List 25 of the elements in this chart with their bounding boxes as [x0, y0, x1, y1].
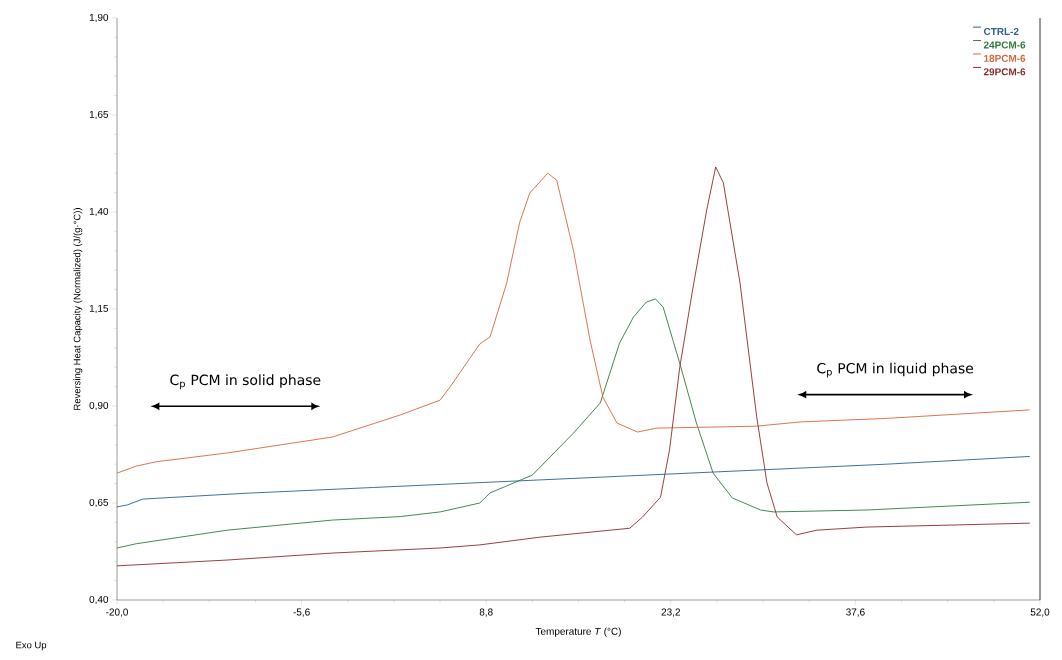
- annotation: C$_{p}$ PCM in liquid phase: [817, 362, 974, 378]
- x-tick-label: 52,0: [1030, 608, 1050, 617]
- legend-label: 18PCM-6: [984, 54, 1026, 62]
- text: Exo Up: [16, 641, 47, 651]
- x-tick-label: -5,6: [293, 608, 310, 617]
- line-series: [117, 172, 1031, 474]
- y-tick-label: 0,90: [89, 401, 109, 411]
- y-tick-label: 0,65: [89, 498, 109, 508]
- y-tick-label: 1,40: [89, 207, 109, 217]
- y-tick-label: 0,40: [89, 595, 109, 605]
- x-tick-label: 37,6: [846, 608, 865, 617]
- line-series: [117, 166, 1031, 567]
- y-axis-title: Reversing Heat Capacity (Normalized) (J/(g·°C)): [73, 208, 83, 410]
- x-tick-label: 8,8: [479, 608, 493, 617]
- legend-label: CTRL-2: [983, 28, 1019, 36]
- annotation: C$_{p}$ PCM in solid phase: [170, 374, 321, 390]
- y-tick-label: 1,90: [89, 13, 109, 23]
- legend-label: 29PCM-6: [983, 68, 1026, 76]
- x-axis-title: Temperature T (°C): [535, 627, 621, 637]
- y-tick-label: 1,65: [89, 110, 109, 120]
- x-tick-label: 23,2: [661, 608, 680, 617]
- x-tick-label: -20,0: [106, 608, 128, 617]
- legend-label: 24PCM-6: [983, 41, 1026, 49]
- y-tick-label: 1,15: [89, 304, 109, 314]
- line-series: [117, 298, 1031, 549]
